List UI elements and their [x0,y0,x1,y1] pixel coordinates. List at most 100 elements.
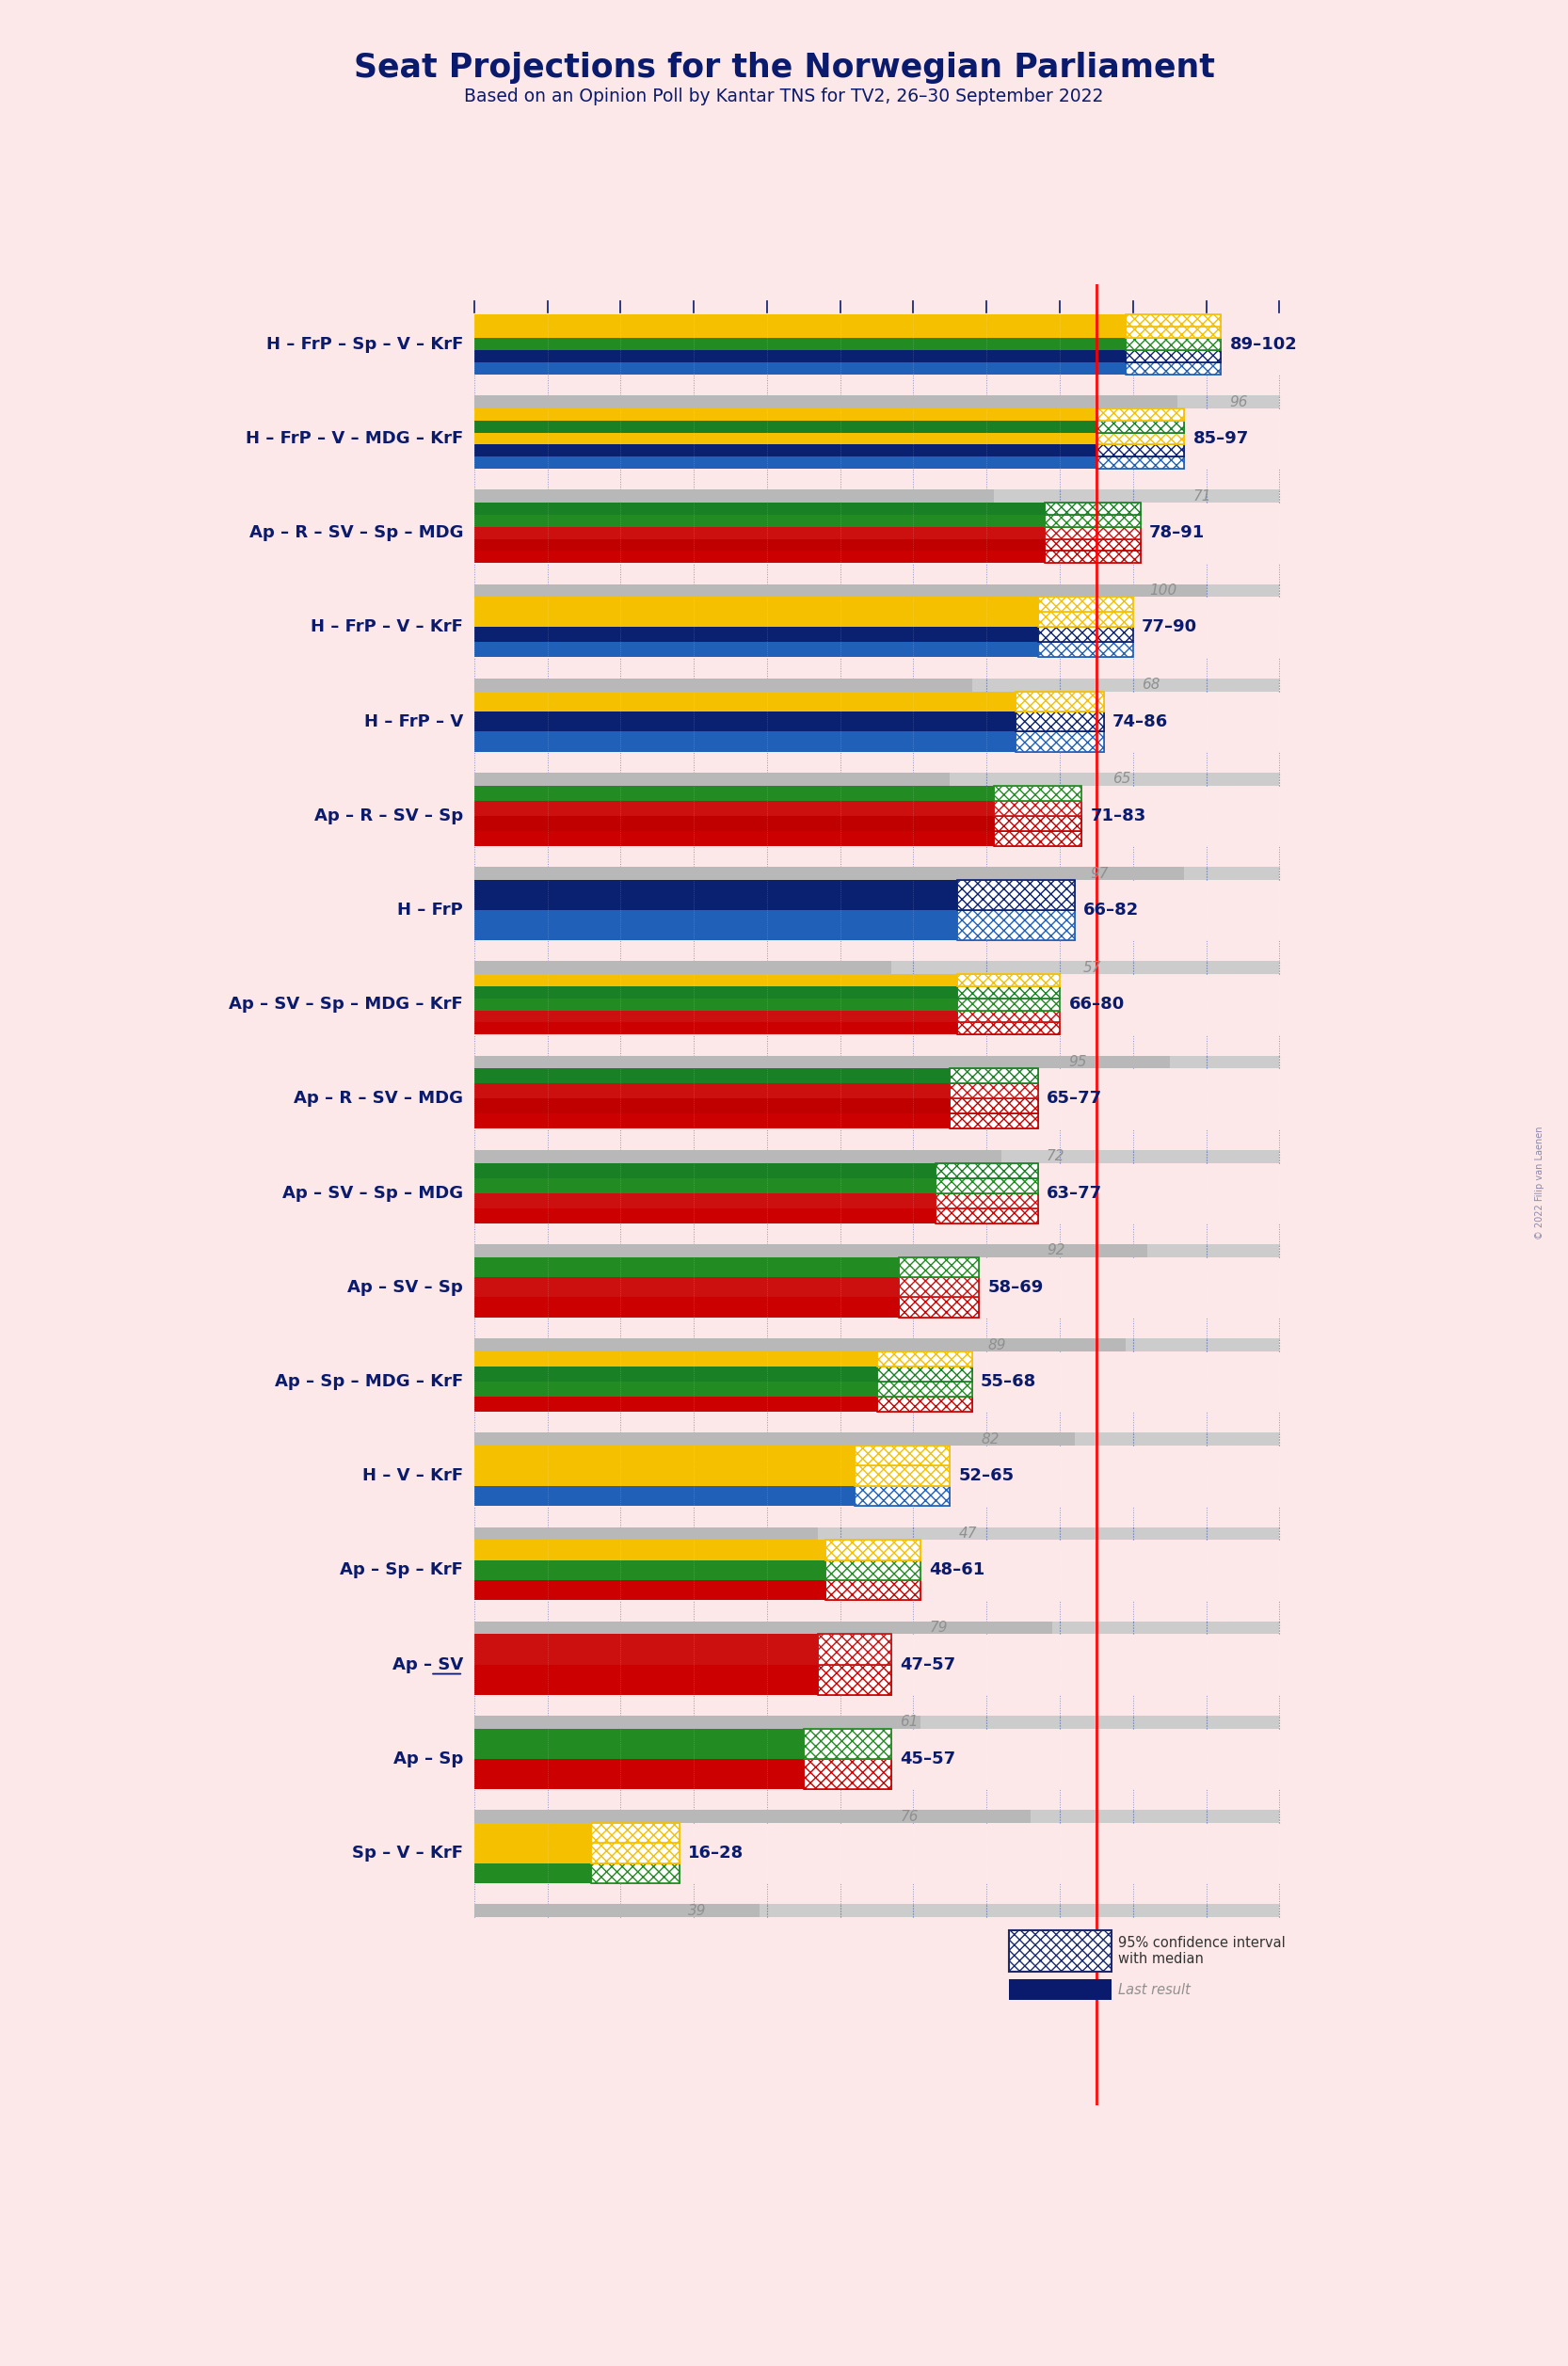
Text: © 2022 Filip van Laenen: © 2022 Filip van Laenen [1535,1126,1544,1240]
Bar [474,1843,591,1862]
Bar [1126,362,1221,374]
Bar [1016,691,1104,712]
Bar [1126,315,1221,327]
Text: H – V – KrF: H – V – KrF [362,1467,463,1483]
Bar [826,1580,920,1599]
Bar [855,1467,950,1486]
Bar [591,1843,679,1862]
Bar [474,880,958,911]
Bar [1038,596,1134,613]
Bar [1096,433,1184,445]
Bar [1038,641,1134,658]
Bar [474,1694,1279,1715]
Bar [950,1114,1038,1129]
Bar [1008,1980,1112,1999]
Bar [1008,1931,1112,1971]
Bar [936,1162,1038,1178]
Text: 85–97: 85–97 [1193,431,1248,447]
Text: 52–65: 52–65 [958,1467,1014,1483]
Bar [474,1209,936,1223]
Bar [958,1022,1060,1034]
Bar [474,800,994,816]
Bar [936,1192,1038,1209]
Bar [1038,627,1134,641]
Bar [1046,528,1140,539]
Text: 89–102: 89–102 [1229,336,1297,353]
Bar [936,1209,1038,1223]
Bar [803,1730,892,1758]
Text: 78–91: 78–91 [1149,525,1204,542]
Bar [474,421,1096,433]
Bar [474,1434,1074,1446]
Bar [994,816,1082,830]
Bar [958,1022,1060,1034]
Bar [936,1178,1038,1192]
Bar [474,641,1038,658]
Bar [474,1223,1279,1245]
Bar [855,1467,950,1486]
Bar [474,490,994,502]
Bar [474,774,950,786]
Bar [877,1396,972,1413]
Bar [474,516,1046,528]
Bar [1126,350,1221,362]
Text: 61: 61 [900,1715,919,1730]
Text: 65–77: 65–77 [1047,1091,1102,1107]
Text: 77–90: 77–90 [1142,618,1198,636]
Bar [591,1843,679,1862]
Bar [591,1822,679,1843]
Text: 39: 39 [688,1905,706,1919]
Text: 65: 65 [1113,771,1131,786]
Bar [474,1434,1279,1446]
Bar [474,774,1279,786]
Bar [474,1822,591,1843]
Bar [474,1883,1279,1905]
Text: Ap – SV – Sp – MDG – KrF: Ap – SV – Sp – MDG – KrF [229,996,463,1013]
Bar [474,409,1096,421]
Text: Ap – SV – Sp: Ap – SV – Sp [348,1278,463,1297]
Bar [474,975,958,987]
Bar [474,445,1096,457]
Bar [474,1507,1279,1526]
Bar [474,1580,826,1599]
Bar [474,1297,898,1318]
Text: 71–83: 71–83 [1091,807,1146,823]
Bar [1038,613,1134,627]
Bar [474,691,1016,712]
Bar [958,1010,1060,1022]
Bar [994,830,1082,847]
Bar [474,1467,855,1486]
Bar [474,1150,1002,1162]
Bar [474,731,1016,752]
Bar [474,1069,950,1084]
Bar [958,998,1060,1010]
Text: 76: 76 [900,1810,919,1824]
Text: Ap – Sp – MDG – KrF: Ap – Sp – MDG – KrF [274,1372,463,1389]
Bar [474,1245,1279,1256]
Bar [474,1663,818,1694]
Bar [474,1789,1279,1810]
Bar [877,1382,972,1396]
Bar [474,1192,936,1209]
Text: Ap – R – SV – Sp – MDG: Ap – R – SV – Sp – MDG [249,525,463,542]
Text: Ap – R – SV – MDG: Ap – R – SV – MDG [293,1091,463,1107]
Bar [591,1822,679,1843]
Bar [818,1663,892,1694]
Text: 68: 68 [1142,677,1160,691]
Bar [474,1278,898,1297]
Bar [474,362,1126,374]
Bar [474,1178,936,1192]
Bar [1046,539,1140,551]
Bar [1016,731,1104,752]
Bar [1126,327,1221,338]
Text: 66–82: 66–82 [1083,901,1138,918]
Bar [474,712,1016,731]
Bar [474,1559,826,1580]
Bar [950,1098,1038,1114]
Bar [474,1758,803,1789]
Text: 100: 100 [1149,584,1176,599]
Text: 45–57: 45–57 [900,1751,956,1767]
Bar [474,679,1279,691]
Bar [474,584,1206,596]
Bar [818,1663,892,1694]
